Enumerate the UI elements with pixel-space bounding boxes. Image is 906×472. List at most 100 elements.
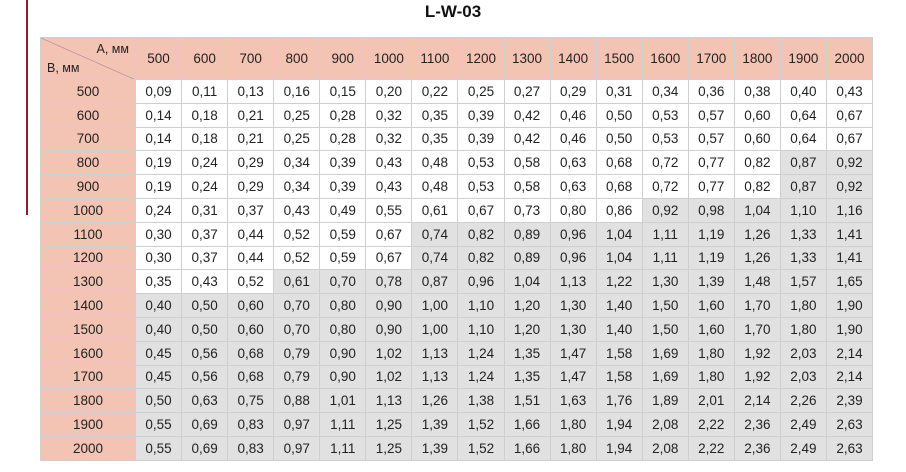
cell: 0,24: [181, 150, 229, 176]
cell: 1,40: [595, 293, 643, 318]
cell: 0,53: [641, 126, 689, 152]
cell: 0,50: [181, 293, 229, 318]
cell: 0,55: [134, 435, 183, 461]
cell: 0,43: [365, 150, 413, 176]
cell: 0,58: [503, 174, 551, 199]
cell: 1,02: [365, 364, 413, 390]
cell: 0,35: [134, 269, 183, 295]
cell: 0,24: [181, 174, 229, 199]
cell: 0,52: [227, 269, 275, 295]
cell: 0,79: [273, 364, 321, 390]
cell: 2,22: [687, 412, 735, 437]
cell: 2,14: [733, 388, 781, 414]
cell: 0,67: [365, 221, 413, 247]
cell: 1,80: [549, 412, 597, 437]
row-axis-label: B, мм: [47, 61, 80, 75]
cell: 0,34: [273, 174, 321, 199]
cell: 1,52: [457, 435, 505, 461]
cell: 1,58: [595, 364, 643, 390]
cell: 0,36: [687, 79, 735, 104]
cell: 0,28: [319, 102, 367, 128]
cell: 0,68: [227, 340, 275, 366]
row: 1800 0,50 0,63 0,75 0,88 1,01 1,13 1,26 1,38 1,51…: [40, 388, 874, 414]
cell: 1,65: [825, 269, 874, 295]
cell: 0,82: [457, 245, 505, 271]
cell: 0,22: [411, 79, 459, 104]
cell: 0,61: [273, 269, 321, 295]
column-header: 900: [319, 37, 367, 80]
cell: 0,67: [825, 126, 874, 152]
cell: 1,63: [549, 388, 597, 414]
cell: 1,26: [733, 221, 781, 247]
row-header: 1000: [40, 197, 136, 223]
cell: 0,63: [549, 150, 597, 176]
cell: 0,39: [457, 126, 505, 152]
cell: 0,48: [411, 150, 459, 176]
cell: 0,70: [319, 269, 367, 295]
cell: 1,33: [779, 221, 827, 247]
cell: 0,50: [181, 316, 229, 342]
cell: 1,04: [595, 221, 643, 247]
cell: 0,43: [181, 269, 229, 295]
cell: 0,40: [134, 316, 183, 342]
cell: 0,67: [457, 197, 505, 223]
cell: 0,27: [503, 79, 551, 104]
cell: 0,68: [595, 174, 643, 199]
cell: 0,29: [227, 150, 275, 176]
cell: 0,80: [549, 197, 597, 223]
cell: 1,76: [595, 388, 643, 414]
cell: 0,59: [319, 221, 367, 247]
cell: 0,30: [134, 245, 183, 271]
cell: 0,28: [319, 126, 367, 152]
header-row: A, мм B, мм 500 600 700 800 900 1000 1100 1200 1…: [40, 37, 874, 80]
cell: 0,63: [181, 388, 229, 414]
row-header: 800: [40, 150, 136, 176]
column-header: 1500: [595, 37, 643, 80]
cell: 1,94: [595, 435, 643, 461]
cell: 2,39: [825, 388, 874, 414]
cell: 1,92: [733, 364, 781, 390]
cell: 0,35: [411, 126, 459, 152]
cell: 0,21: [227, 126, 275, 152]
column-header: 1100: [411, 37, 459, 80]
cell: 0,42: [503, 102, 551, 128]
row: 900 0,19 0,24 0,29 0,34 0,39 0,43 0,48 0,53 0,58 0…: [40, 174, 874, 199]
cell: 0,14: [134, 126, 183, 152]
cell: 0,56: [181, 340, 229, 366]
cell: 0,53: [457, 150, 505, 176]
cell: 1,16: [825, 197, 874, 223]
column-header: 1300: [503, 37, 551, 80]
cell: 0,86: [595, 197, 643, 223]
cell: 0,77: [687, 174, 735, 199]
cell: 0,45: [134, 364, 183, 390]
cell: 0,29: [227, 174, 275, 199]
cell: 2,08: [641, 435, 689, 461]
row-header: 1300: [40, 269, 136, 295]
row: 500 0,09 0,11 0,13 0,16 0,15 0,20 0,22 0,25 0,27 0…: [40, 79, 874, 104]
cell: 0,58: [503, 150, 551, 176]
cell: 0,52: [273, 245, 321, 271]
cell: 1,80: [549, 435, 597, 461]
cell: 1,51: [503, 388, 551, 414]
row-header: 1700: [40, 364, 136, 390]
cell: 1,58: [595, 340, 643, 366]
cell: 1,11: [319, 412, 367, 437]
cell: 1,80: [779, 293, 827, 318]
cell: 0,97: [273, 412, 321, 437]
cell: 0,90: [365, 316, 413, 342]
cell: 2,49: [779, 412, 827, 437]
cell: 1,10: [457, 293, 505, 318]
cell: 0,96: [457, 269, 505, 295]
cell: 1,57: [779, 269, 827, 295]
cell: 1,26: [733, 245, 781, 271]
cell: 0,42: [503, 126, 551, 152]
cell: 1,22: [595, 269, 643, 295]
diagonal: [41, 38, 134, 79]
column-header: 2000: [825, 37, 874, 80]
cell: 0,25: [273, 126, 321, 152]
cell: 1,47: [549, 340, 597, 366]
row-header: 600: [40, 102, 136, 128]
cell: 1,04: [733, 197, 781, 223]
cell: 1,10: [457, 316, 505, 342]
cell: 0,82: [733, 174, 781, 199]
